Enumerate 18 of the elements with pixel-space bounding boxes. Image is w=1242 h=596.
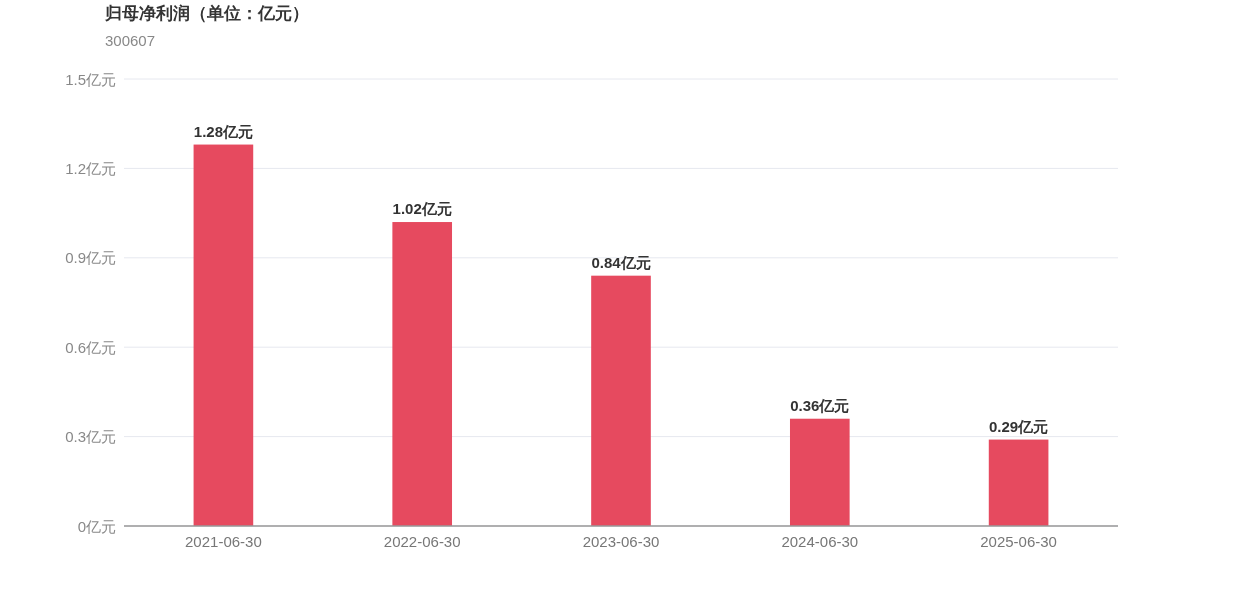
title: 归母净利润（单位：亿元）: [105, 4, 309, 23]
y-tick-label: 1.5亿元: [65, 70, 116, 88]
value-label: 1.02亿元: [392, 200, 452, 218]
value-label: 0.36亿元: [790, 396, 850, 414]
y-tick-label: 1.2亿元: [65, 159, 116, 177]
value-label: 0.29亿元: [989, 417, 1049, 435]
y-tick-label: 0亿元: [77, 517, 116, 535]
subtitle: 300607: [105, 32, 156, 49]
value-label: 0.84亿元: [591, 253, 651, 271]
x-tick-label: 2021-06-30: [185, 533, 262, 550]
y-tick-label: 0.3亿元: [65, 428, 116, 446]
y-tick-label: 0.9亿元: [65, 249, 116, 267]
x-tick-label: 2023-06-30: [582, 533, 660, 550]
x-tick-label: 2024-06-30: [781, 533, 859, 550]
x-tick-label: 2025-06-30: [980, 533, 1057, 550]
value-label: 1.28亿元: [193, 122, 253, 140]
y-tick-label: 0.6亿元: [65, 338, 116, 356]
x-tick-label: 2022-06-30: [383, 533, 461, 550]
